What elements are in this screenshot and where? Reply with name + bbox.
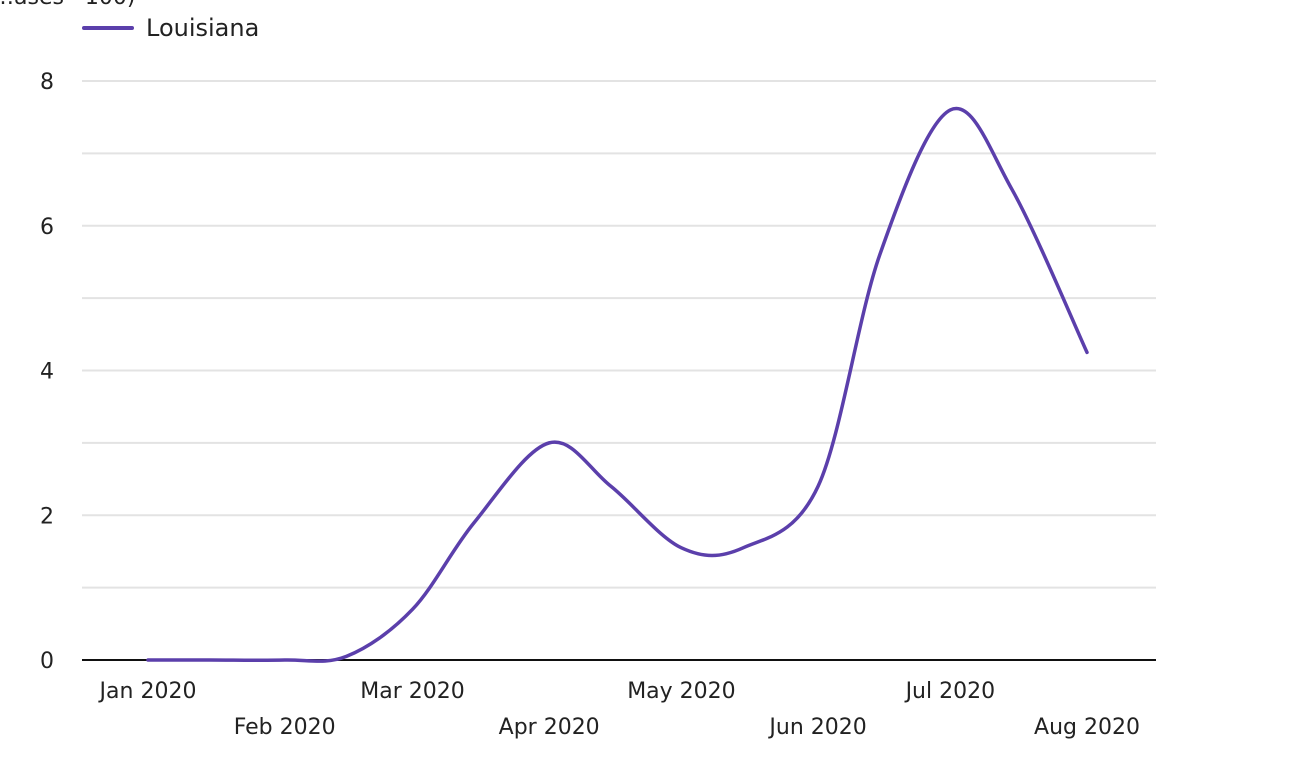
x-tick-label: Jul 2020 bbox=[904, 679, 996, 704]
x-tick-label: Mar 2020 bbox=[360, 679, 465, 704]
y-tick-label: 2 bbox=[40, 504, 54, 529]
y-tick-label: 6 bbox=[40, 215, 54, 240]
y-tick-label: 0 bbox=[40, 649, 54, 674]
x-tick-label: Jan 2020 bbox=[98, 679, 197, 704]
x-axis-ticks: Jan 2020 Feb 2020 Mar 2020 Apr 2020 May 2020… bbox=[98, 679, 1140, 740]
legend-label: Louisiana bbox=[146, 14, 260, 42]
x-tick-label: Feb 2020 bbox=[234, 715, 336, 740]
x-tick-label: Apr 2020 bbox=[499, 715, 600, 740]
legend: Louisiana bbox=[82, 14, 259, 42]
legend-swatch bbox=[82, 26, 134, 30]
series-line-louisiana bbox=[146, 106, 1089, 663]
y-axis-ticks: 0 2 4 6 8 bbox=[40, 70, 54, 674]
y-tick-label: 8 bbox=[40, 70, 54, 95]
x-tick-label: May 2020 bbox=[627, 679, 735, 704]
x-tick-label: Aug 2020 bbox=[1034, 715, 1140, 740]
x-tick-label: Jun 2020 bbox=[767, 715, 866, 740]
y-tick-label: 4 bbox=[40, 360, 54, 385]
y-axis-label: …ases · 100) bbox=[0, 0, 136, 10]
gridlines bbox=[82, 80, 1156, 589]
